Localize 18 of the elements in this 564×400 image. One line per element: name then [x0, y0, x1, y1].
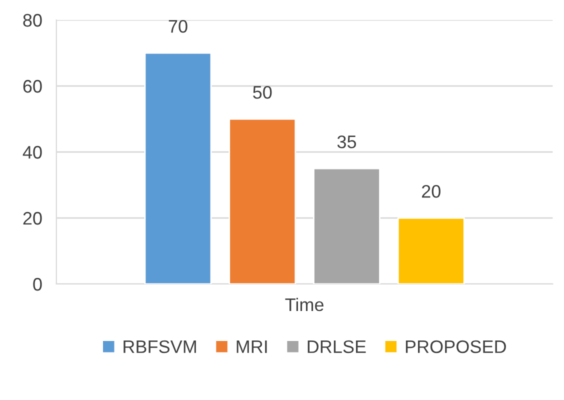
y-tick-label: 60	[23, 80, 42, 93]
legend-label: DRLSE	[308, 340, 366, 354]
y-tick-label: 80	[23, 14, 42, 27]
y-tick-label: 20	[23, 212, 42, 225]
y-tick-label: 40	[22, 146, 42, 159]
y-tick-label: 0	[33, 278, 42, 291]
bar	[144, 52, 212, 284]
bar	[313, 168, 380, 284]
x-tick-label: Time	[285, 298, 324, 312]
legend-label: MRI	[236, 340, 267, 353]
bar	[397, 217, 465, 284]
data-label: 35	[337, 135, 356, 148]
data-label: 50	[253, 86, 272, 99]
legend-label: PROPOSED	[406, 340, 506, 354]
legend-label: RBFSVM	[124, 340, 196, 354]
data-label: 70	[168, 20, 188, 33]
bar	[228, 118, 296, 284]
data-label: 20	[422, 184, 440, 198]
